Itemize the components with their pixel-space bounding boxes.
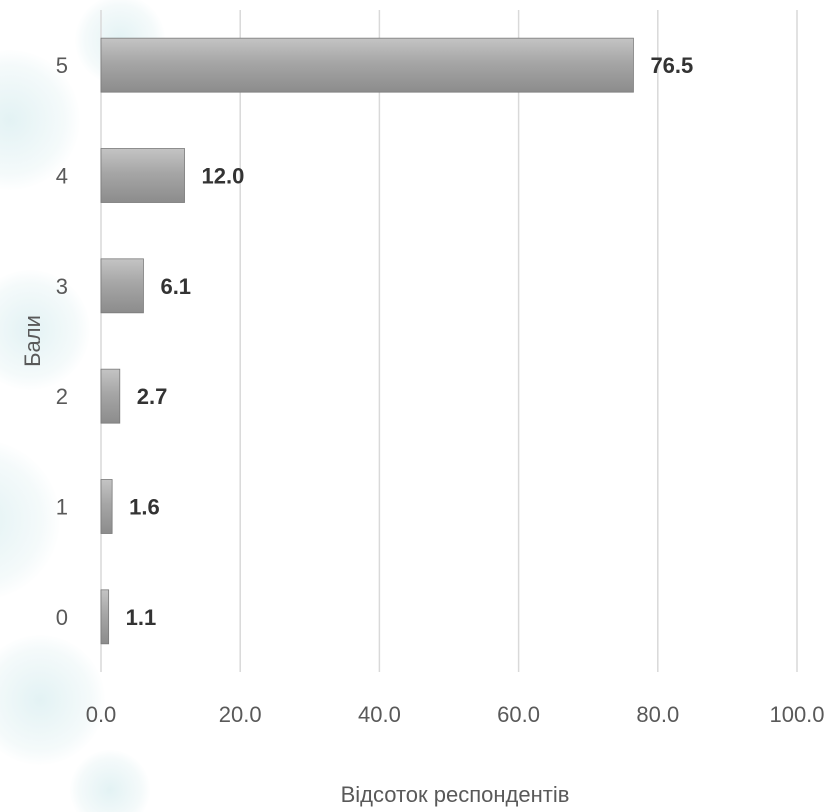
background-blob bbox=[0, 635, 105, 765]
y-tick-label: 1 bbox=[56, 495, 68, 520]
x-tick-label: 20.0 bbox=[219, 702, 262, 727]
bars bbox=[100, 37, 634, 645]
y-tick-label: 2 bbox=[56, 384, 68, 409]
x-tick-label: 0.0 bbox=[86, 702, 117, 727]
x-tick-label: 60.0 bbox=[497, 702, 540, 727]
gridlines bbox=[100, 10, 798, 672]
bar bbox=[100, 258, 144, 314]
data-label: 6.1 bbox=[160, 274, 191, 299]
data-label: 12.0 bbox=[202, 164, 245, 189]
x-axis-title: Відсоток респондентів bbox=[341, 782, 570, 807]
data-labels: 1.1 1.6 2.7 6.1 12.0 76.5 bbox=[126, 53, 694, 630]
x-axis-ticks: 0.0 20.0 40.0 60.0 80.0 100.0 bbox=[86, 702, 825, 727]
y-tick-label: 3 bbox=[56, 274, 68, 299]
y-axis-ticks: 0 1 2 3 4 5 bbox=[56, 53, 68, 630]
y-tick-label: 5 bbox=[56, 53, 68, 78]
bar bbox=[100, 368, 121, 424]
data-label: 76.5 bbox=[650, 53, 693, 78]
bar bbox=[100, 589, 110, 645]
data-label: 2.7 bbox=[137, 384, 168, 409]
y-axis-title: Бали bbox=[20, 315, 45, 367]
bar bbox=[100, 37, 634, 93]
bar bbox=[100, 479, 113, 534]
bar bbox=[100, 148, 185, 203]
x-tick-label: 80.0 bbox=[636, 702, 679, 727]
y-tick-label: 4 bbox=[56, 164, 68, 189]
background-blob bbox=[70, 750, 150, 812]
x-tick-label: 100.0 bbox=[769, 702, 824, 727]
x-tick-label: 40.0 bbox=[358, 702, 401, 727]
data-label: 1.1 bbox=[126, 605, 157, 630]
y-tick-label: 0 bbox=[56, 605, 68, 630]
data-label: 1.6 bbox=[129, 495, 160, 520]
